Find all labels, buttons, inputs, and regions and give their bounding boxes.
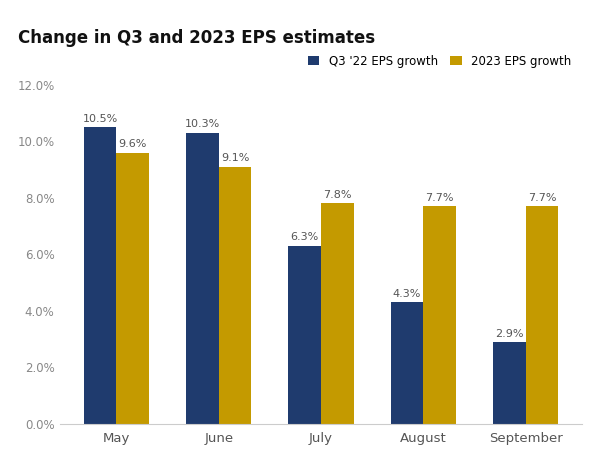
Bar — [84, 127, 116, 424]
Bar — [423, 206, 456, 424]
Text: 7.7%: 7.7% — [425, 193, 454, 203]
Text: 10.5%: 10.5% — [82, 114, 118, 124]
Text: 2.9%: 2.9% — [495, 329, 523, 339]
Text: 10.3%: 10.3% — [185, 120, 220, 130]
Text: 9.6%: 9.6% — [119, 139, 147, 149]
Bar — [526, 206, 558, 424]
Text: 4.3%: 4.3% — [393, 289, 421, 299]
Legend: Q3 '22 EPS growth, 2023 EPS growth: Q3 '22 EPS growth, 2023 EPS growth — [303, 50, 576, 73]
Bar — [116, 153, 149, 424]
Bar — [288, 246, 321, 424]
Bar — [493, 342, 526, 424]
Text: 6.3%: 6.3% — [290, 233, 319, 243]
Bar — [219, 167, 251, 424]
Bar — [391, 302, 423, 424]
Text: 9.1%: 9.1% — [221, 154, 249, 163]
Text: Change in Q3 and 2023 EPS estimates: Change in Q3 and 2023 EPS estimates — [18, 29, 376, 47]
Text: 7.7%: 7.7% — [527, 193, 556, 203]
Bar — [321, 203, 354, 424]
Bar — [186, 133, 219, 424]
Text: 7.8%: 7.8% — [323, 190, 352, 200]
